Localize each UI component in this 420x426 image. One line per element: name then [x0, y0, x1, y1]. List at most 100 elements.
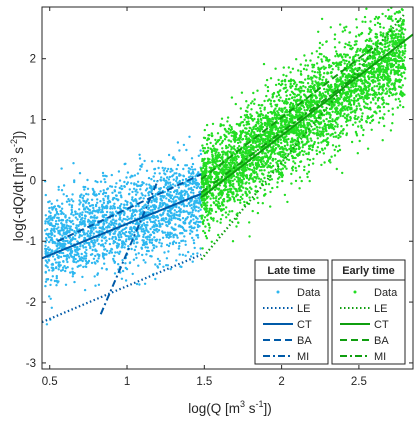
data-point: [54, 261, 58, 264]
data-point: [391, 44, 394, 48]
data-point: [289, 140, 293, 143]
data-point: [265, 148, 269, 152]
data-point: [310, 139, 313, 142]
data-point: [109, 207, 112, 210]
data-point: [241, 173, 244, 176]
data-point: [328, 63, 331, 67]
data-point: [251, 161, 254, 165]
data-point: [69, 225, 73, 228]
data-point: [302, 85, 305, 88]
data-point: [269, 122, 272, 125]
data-point: [291, 96, 294, 99]
data-point: [205, 169, 208, 173]
data-point: [193, 246, 196, 250]
data-point: [345, 25, 348, 28]
data-point: [106, 188, 109, 191]
data-point: [238, 124, 241, 127]
data-point: [367, 39, 371, 43]
data-point: [398, 100, 402, 103]
data-point: [137, 233, 140, 236]
data-point: [312, 63, 316, 67]
data-point: [317, 66, 320, 70]
data-point: [375, 35, 379, 39]
data-point: [73, 271, 76, 275]
data-point: [240, 91, 244, 94]
data-point: [138, 209, 141, 212]
data-point: [89, 215, 93, 218]
data-point: [102, 189, 105, 192]
data-point: [263, 99, 266, 103]
data-point: [60, 218, 63, 222]
data-point: [327, 141, 330, 144]
data-point: [183, 205, 186, 208]
data-point: [313, 140, 316, 144]
data-point: [319, 135, 322, 138]
data-point: [137, 264, 140, 267]
data-point: [55, 253, 59, 257]
data-point: [261, 202, 264, 205]
data-point: [311, 162, 315, 165]
data-point: [94, 248, 97, 251]
data-point: [81, 275, 84, 279]
data-point: [259, 156, 263, 159]
data-point: [327, 92, 330, 95]
data-point: [94, 254, 97, 258]
data-point: [329, 161, 332, 164]
data-point: [363, 64, 366, 68]
data-point: [298, 176, 302, 179]
data-point: [403, 71, 406, 75]
data-point: [50, 206, 53, 209]
data-point: [310, 96, 314, 99]
data-point: [226, 153, 229, 156]
data-point: [45, 323, 49, 326]
data-point: [78, 233, 82, 237]
data-point: [115, 222, 118, 225]
data-point: [115, 182, 118, 185]
data-point: [255, 158, 258, 162]
data-point: [329, 71, 333, 74]
data-point: [349, 119, 352, 122]
data-point: [49, 283, 52, 287]
data-point: [58, 246, 61, 250]
data-point: [289, 93, 292, 97]
data-point: [284, 110, 287, 114]
data-point: [200, 203, 203, 207]
data-point: [103, 178, 106, 181]
data-point: [397, 97, 400, 101]
data-point: [401, 20, 404, 24]
data-point: [87, 259, 91, 263]
data-point: [130, 228, 133, 231]
data-point: [237, 137, 240, 140]
data-point: [136, 191, 139, 194]
data-point: [227, 213, 230, 216]
data-point: [279, 83, 283, 87]
data-point: [213, 158, 216, 162]
data-point: [371, 118, 375, 122]
data-point: [233, 145, 236, 148]
data-point: [72, 260, 75, 263]
data-point: [166, 231, 169, 234]
data-point: [386, 74, 390, 77]
data-point: [320, 141, 323, 144]
data-point: [320, 133, 323, 136]
data-point: [314, 123, 317, 127]
data-point: [151, 208, 154, 212]
data-point: [388, 62, 391, 65]
data-point: [71, 193, 74, 196]
data-point: [393, 12, 397, 15]
data-point: [228, 163, 231, 166]
data-point: [164, 203, 167, 206]
data-point: [285, 98, 288, 101]
data-point: [377, 88, 380, 91]
data-point: [211, 134, 214, 137]
data-point: [285, 138, 288, 141]
data-point: [145, 229, 148, 232]
data-point: [165, 264, 168, 267]
data-point: [302, 67, 306, 71]
data-point: [376, 99, 380, 102]
data-point: [178, 245, 181, 248]
data-point: [240, 180, 243, 184]
data-point: [53, 234, 56, 238]
data-point: [118, 252, 121, 255]
data-point: [92, 209, 96, 212]
